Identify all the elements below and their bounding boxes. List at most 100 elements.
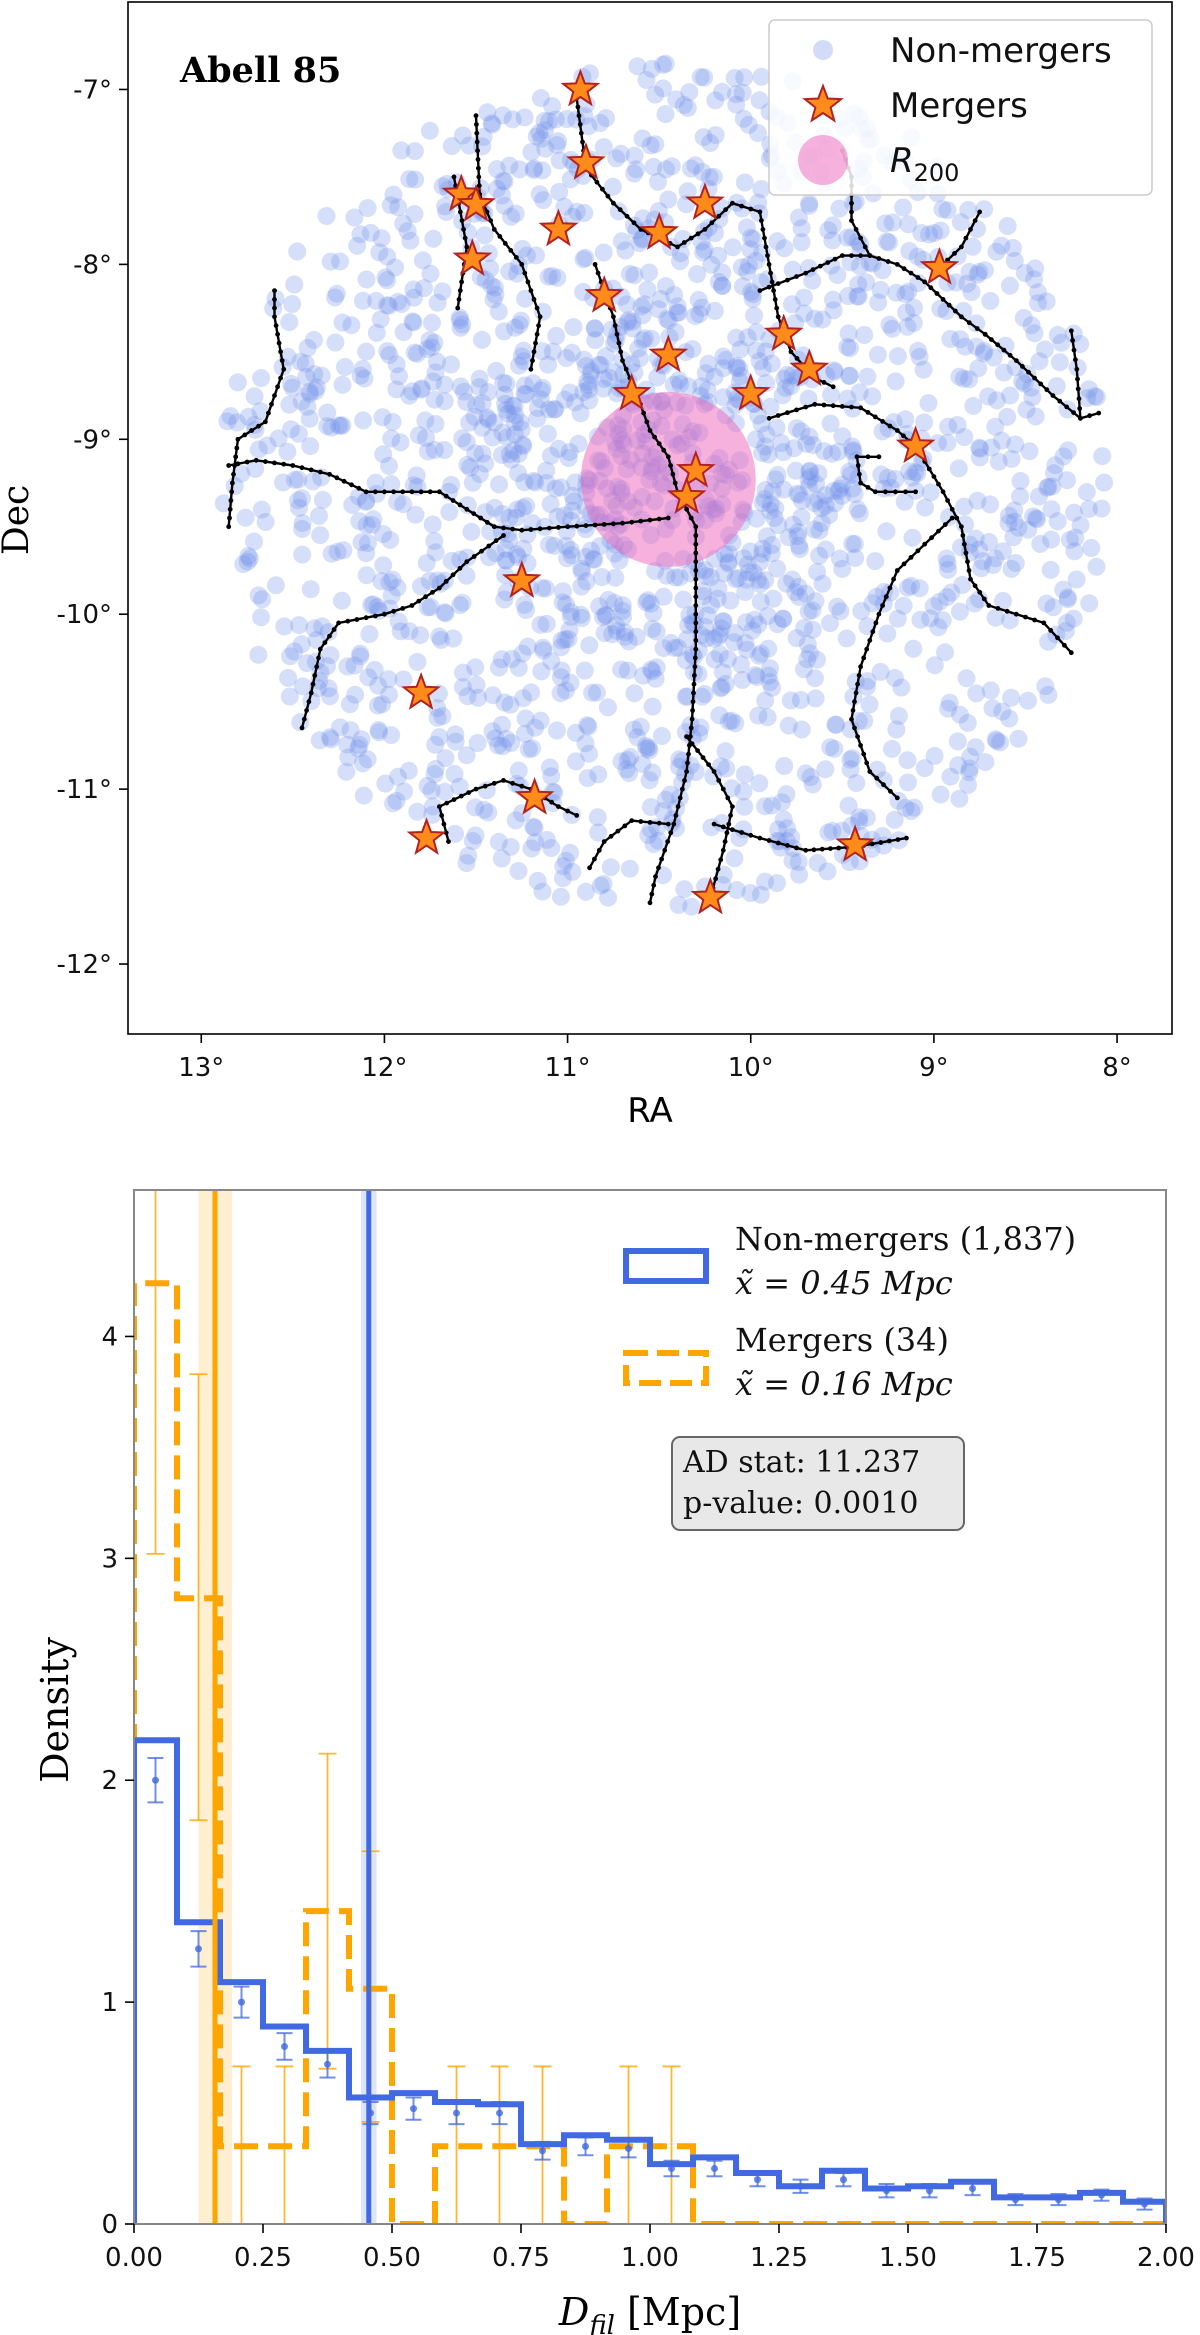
non-merger-point: [820, 506, 839, 524]
non-merger-point: [696, 364, 715, 383]
non-merger-point: [527, 127, 546, 146]
filament-node: [536, 323, 541, 328]
non-merger-point: [328, 542, 347, 561]
non-merger-point: [829, 442, 848, 461]
non-merger-point: [590, 597, 609, 616]
filament-node: [874, 775, 880, 781]
non-merger-point: [538, 424, 557, 443]
non-merger-point: [960, 763, 979, 782]
filament-node: [234, 445, 240, 451]
filament-node: [611, 521, 616, 527]
filament-node: [1062, 642, 1067, 648]
non-merger-point: [805, 309, 824, 328]
non-merger-point: [981, 495, 999, 514]
non-merger-point: [534, 641, 553, 660]
filament-node: [278, 349, 283, 355]
non-merger-point: [517, 385, 535, 404]
non-merger-point: [506, 811, 525, 830]
filament-node: [372, 613, 378, 619]
non-merger-point: [1005, 251, 1024, 270]
filament-node: [1068, 650, 1074, 656]
non-merger-point: [249, 586, 268, 605]
non-merger-point: [745, 306, 764, 325]
non-merger-point: [572, 559, 591, 578]
filament-node: [690, 699, 696, 705]
non-merger-point: [1001, 386, 1020, 405]
non-merger-point: [442, 355, 460, 374]
non-merger-point: [497, 583, 516, 602]
non-merger-point: [867, 587, 886, 606]
non-merger-point: [279, 668, 298, 687]
non-merger-point: [828, 266, 847, 284]
filament-node: [934, 291, 940, 296]
non-merger-point: [996, 336, 1015, 355]
filament-node: [497, 234, 503, 239]
non-merger-point: [492, 715, 511, 734]
non-merger-point: [670, 757, 688, 776]
non-merger-point: [1005, 512, 1024, 531]
filament-node: [331, 627, 337, 632]
non-merger-point: [738, 555, 757, 574]
non-merger-point: [322, 418, 341, 437]
non-merger-point: [508, 264, 526, 283]
non-merger-point: [954, 369, 973, 388]
non-merger-point: [751, 592, 770, 611]
non-merger-point: [775, 239, 794, 258]
non-merger-point: [849, 287, 868, 306]
filament-node: [688, 725, 694, 731]
non-merger-point: [727, 328, 746, 347]
filament-node: [583, 523, 589, 528]
non-merger-point: [603, 625, 622, 644]
non-merger-point: [983, 556, 1002, 575]
non-merger-point: [552, 638, 571, 657]
non-merger-point: [788, 527, 807, 546]
non-merger-point: [495, 590, 514, 609]
non-merger-point: [465, 407, 484, 426]
non-merger-point: [738, 262, 757, 281]
non-merger-point: [761, 495, 780, 514]
filament-node: [575, 104, 581, 110]
non-merger-point: [741, 542, 760, 561]
non-merger-point: [319, 679, 338, 698]
filament-node: [474, 139, 480, 145]
non-merger-point: [591, 876, 610, 895]
non-merger-point: [747, 323, 766, 342]
non-merger-point: [664, 375, 683, 394]
filament-node: [960, 533, 966, 538]
non-merger-point: [727, 85, 745, 104]
non-merger-point: [695, 561, 714, 580]
non-merger-point: [747, 509, 766, 528]
filament-node: [617, 207, 623, 213]
non-merger-point: [643, 697, 662, 716]
non-merger-point: [404, 280, 423, 299]
non-merger-point: [509, 862, 528, 880]
non-merger-point: [310, 731, 329, 750]
non-merger-point: [756, 691, 775, 710]
non-merger-point: [822, 444, 841, 463]
non-merger-point: [1031, 534, 1050, 553]
filament-node: [940, 297, 946, 302]
non-merger-point: [424, 229, 443, 248]
non-merger-point: [801, 768, 820, 787]
non-merger-point: [625, 146, 644, 165]
non-merger-point: [654, 802, 673, 820]
filament-node: [870, 629, 876, 635]
non-merger-point: [800, 196, 819, 215]
non-merger-point: [373, 695, 392, 714]
filament-node: [272, 297, 277, 302]
ad-stat-box: AD stat: 11.237 p-value: 0.0010: [671, 1436, 965, 1531]
non-merger-point: [497, 374, 516, 393]
filament-node: [891, 576, 896, 582]
filament-node: [662, 847, 668, 853]
non-merger-point: [1043, 477, 1062, 496]
non-merger-point: [365, 661, 384, 679]
non-merger-point: [974, 344, 993, 363]
non-merger-point: [500, 156, 519, 175]
non-merger-point: [195, 1945, 202, 1953]
filament-node: [887, 423, 893, 429]
non-merger-point: [466, 826, 485, 845]
non-merger-point: [644, 835, 663, 853]
non-merger-point: [841, 253, 860, 272]
non-merger-point: [487, 160, 506, 179]
non-merger-point: [539, 355, 558, 374]
